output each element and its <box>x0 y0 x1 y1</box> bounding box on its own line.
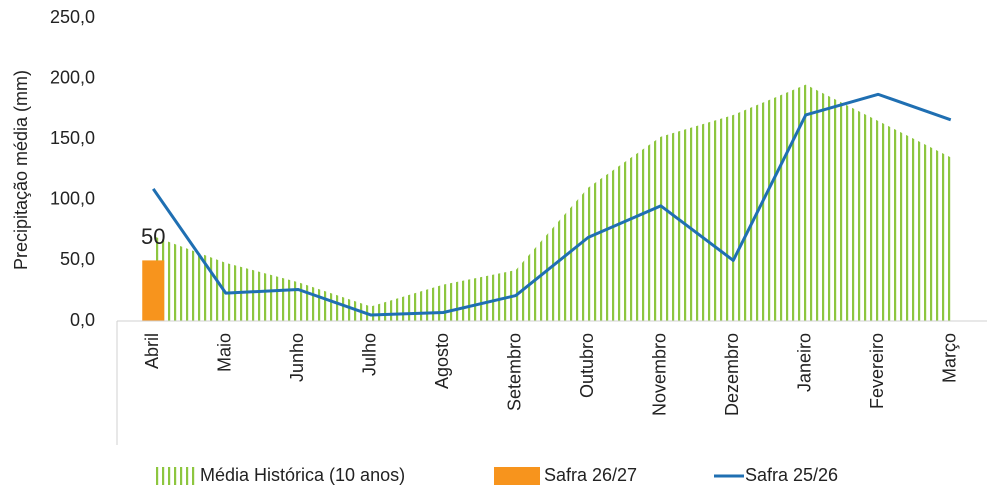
x-tick-label: Fevereiro <box>867 333 887 409</box>
y-tick-label: 100,0 <box>50 189 95 209</box>
x-tick-label: Outubro <box>577 333 597 398</box>
x-tick-label: Maio <box>215 333 235 372</box>
legend-label: Safra 26/27 <box>544 465 637 485</box>
y-axis-label: Precipitação média (mm) <box>11 70 31 270</box>
y-tick-label: 150,0 <box>50 128 95 148</box>
x-tick-label: Junho <box>287 333 307 382</box>
legend-label: Média Histórica (10 anos) <box>200 465 405 485</box>
x-tick-label: Julho <box>360 333 380 376</box>
bar <box>142 260 165 321</box>
legend-swatch <box>155 467 195 485</box>
y-tick-label: 200,0 <box>50 67 95 87</box>
x-tick-label: Agosto <box>432 333 452 389</box>
x-tick-label: Novembro <box>650 333 670 416</box>
line <box>152 92 952 317</box>
y-tick-label: 50,0 <box>60 249 95 269</box>
x-tick-label: Abril <box>142 333 162 369</box>
legend-label: Safra 25/26 <box>745 465 838 485</box>
x-tick-label: Março <box>940 333 960 383</box>
y-tick-label: 250,0 <box>50 7 95 27</box>
area <box>153 84 951 321</box>
legend-swatch <box>494 467 540 485</box>
x-tick-label: Setembro <box>505 333 525 411</box>
y-tick-label: 0,0 <box>70 310 95 330</box>
data-label: 50 <box>141 224 165 249</box>
x-tick-label: Dezembro <box>722 333 742 416</box>
x-tick-label: Janeiro <box>795 333 815 392</box>
